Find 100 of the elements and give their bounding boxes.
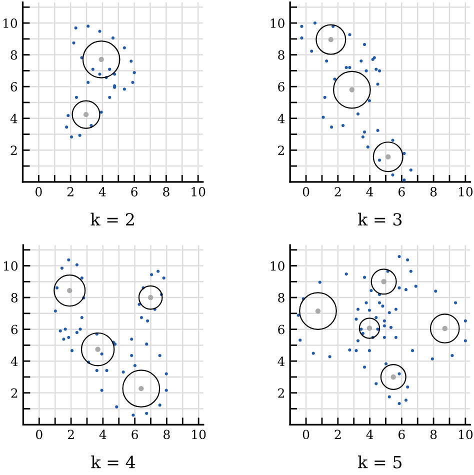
y-tick-label: 4 bbox=[10, 114, 18, 124]
point bbox=[75, 263, 78, 266]
point bbox=[158, 354, 162, 358]
y-tick-label: 6 bbox=[11, 324, 18, 334]
point bbox=[78, 134, 82, 137]
y-tick-label: 4 bbox=[278, 114, 285, 124]
point bbox=[378, 69, 382, 72]
point bbox=[378, 301, 382, 304]
point bbox=[464, 339, 467, 342]
point bbox=[406, 258, 410, 262]
point bbox=[130, 354, 134, 358]
point bbox=[370, 288, 373, 292]
point bbox=[55, 286, 59, 290]
point bbox=[414, 284, 418, 288]
point bbox=[108, 96, 112, 99]
point bbox=[382, 324, 386, 328]
point bbox=[328, 355, 332, 358]
y-tick-label: 2 bbox=[10, 146, 17, 155]
point bbox=[368, 99, 372, 102]
point bbox=[404, 288, 408, 292]
x-tick-label: 4 bbox=[366, 187, 374, 196]
point bbox=[409, 270, 412, 273]
point bbox=[98, 56, 104, 62]
point bbox=[300, 24, 304, 28]
point bbox=[325, 59, 328, 63]
point bbox=[382, 319, 386, 322]
point bbox=[362, 42, 366, 46]
point bbox=[115, 405, 118, 408]
point bbox=[95, 346, 100, 352]
point bbox=[133, 364, 137, 368]
x-tick-label: 2 bbox=[68, 430, 74, 440]
point bbox=[454, 301, 458, 304]
point bbox=[164, 388, 168, 392]
y-tick-label: 8 bbox=[278, 293, 284, 302]
point bbox=[344, 66, 348, 70]
point bbox=[164, 372, 168, 376]
point bbox=[138, 386, 144, 392]
point bbox=[348, 66, 352, 70]
point bbox=[132, 71, 136, 74]
point bbox=[312, 352, 315, 355]
point bbox=[150, 273, 154, 276]
point bbox=[409, 168, 412, 172]
point bbox=[394, 308, 398, 311]
point bbox=[122, 370, 125, 374]
point bbox=[330, 126, 334, 129]
point bbox=[361, 332, 364, 335]
point bbox=[442, 326, 448, 332]
point bbox=[298, 338, 302, 342]
y-tick-label: 8 bbox=[11, 293, 18, 302]
x-axis-title: k = 3 bbox=[358, 212, 402, 226]
point bbox=[315, 308, 321, 314]
x-tick-label: 8 bbox=[163, 187, 170, 196]
x-tick-label: 6 bbox=[132, 430, 138, 440]
point bbox=[388, 395, 391, 398]
x-tick-label: 10 bbox=[192, 430, 206, 440]
point bbox=[108, 68, 112, 71]
y-tick-label: 6 bbox=[278, 324, 284, 334]
point bbox=[386, 154, 391, 160]
point bbox=[341, 124, 345, 128]
point bbox=[67, 258, 70, 262]
point bbox=[349, 87, 355, 92]
point bbox=[356, 339, 360, 342]
point bbox=[66, 114, 70, 118]
x-tick-label: 8 bbox=[164, 430, 170, 440]
point bbox=[398, 402, 401, 406]
y-tick-label: 10 bbox=[4, 18, 18, 28]
point bbox=[78, 328, 82, 331]
point bbox=[83, 112, 89, 118]
point bbox=[67, 336, 70, 339]
y-tick-label: 4 bbox=[10, 356, 18, 366]
point bbox=[322, 116, 325, 119]
point bbox=[132, 414, 135, 417]
y-tick-label: 8 bbox=[278, 50, 284, 60]
point bbox=[378, 158, 382, 162]
point bbox=[402, 178, 406, 182]
point bbox=[362, 366, 366, 369]
point bbox=[323, 96, 326, 99]
point bbox=[122, 46, 126, 50]
x-tick-label: 10 bbox=[192, 187, 206, 196]
point bbox=[354, 318, 358, 321]
point bbox=[374, 382, 378, 386]
point bbox=[404, 398, 408, 402]
point bbox=[430, 357, 434, 360]
point bbox=[398, 254, 401, 258]
point bbox=[391, 138, 394, 142]
point bbox=[434, 290, 438, 293]
y-tick-label: 2 bbox=[11, 388, 18, 398]
point bbox=[145, 342, 148, 346]
point bbox=[130, 60, 133, 63]
point bbox=[140, 316, 144, 320]
point bbox=[354, 349, 358, 352]
point bbox=[364, 69, 368, 72]
point bbox=[318, 280, 322, 284]
point bbox=[348, 33, 352, 36]
point bbox=[382, 336, 386, 339]
point bbox=[310, 50, 314, 53]
point bbox=[374, 316, 378, 320]
point bbox=[105, 368, 108, 372]
point bbox=[362, 276, 366, 279]
point bbox=[98, 30, 102, 33]
